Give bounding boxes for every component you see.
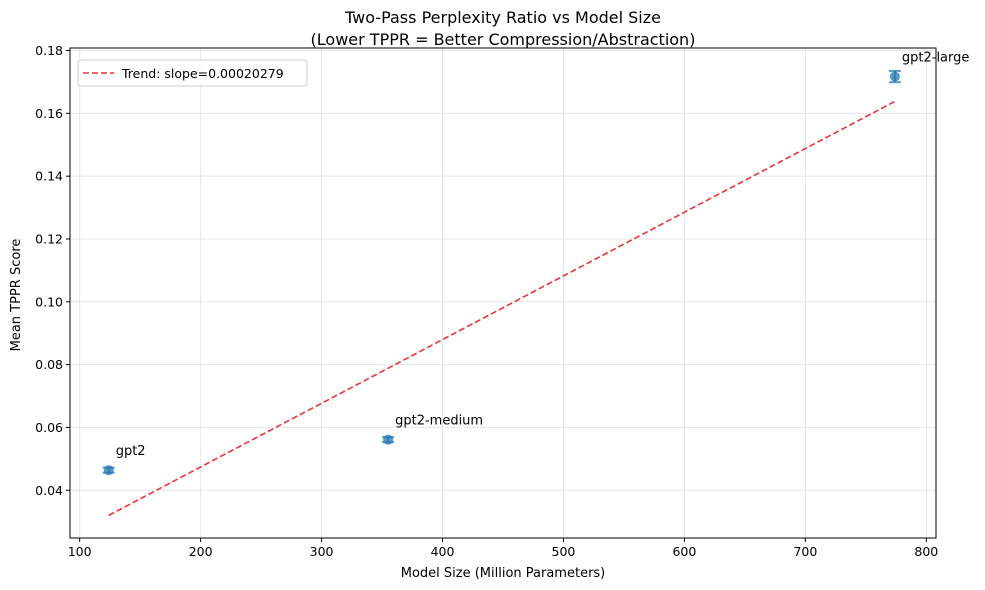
x-tick-label: 400 — [431, 544, 455, 559]
x-tick-label: 500 — [552, 544, 576, 559]
x-tick-label: 800 — [914, 544, 938, 559]
data-point — [889, 71, 900, 82]
plot-frame — [69, 47, 937, 539]
y-axis-label: Mean TPPR Score — [9, 239, 24, 352]
data-points — [102, 69, 901, 476]
trend-line — [108, 100, 896, 517]
point-label: gpt2 — [116, 444, 146, 459]
y-tick-label: 0.08 — [35, 357, 63, 372]
y-tick-label: 0.16 — [35, 106, 63, 121]
legend-trend-label: Trend: slope=0.00020279 — [121, 66, 284, 81]
point-label: gpt2-medium — [395, 414, 483, 429]
x-tick-label: 100 — [68, 544, 92, 559]
legend-box — [77, 59, 308, 87]
trend-layer — [108, 100, 896, 517]
y-tick-label: 0.04 — [35, 483, 63, 498]
data-point — [383, 434, 394, 445]
chart-title: Two-Pass Perplexity Ratio vs Model Size — [344, 8, 661, 27]
x-tick-label: 300 — [310, 544, 334, 559]
y-tick-label: 0.06 — [35, 420, 63, 435]
legend: Trend: slope=0.00020279 — [77, 59, 308, 87]
y-tick-label: 0.18 — [35, 43, 63, 58]
x-tick-label: 700 — [793, 544, 817, 559]
data-point — [103, 465, 114, 476]
y-tick-label: 0.10 — [35, 294, 63, 309]
grid-lines — [70, 48, 936, 538]
y-tick-label: 0.14 — [35, 169, 63, 184]
x-tick-label: 200 — [189, 544, 213, 559]
x-tick-label: 600 — [672, 544, 696, 559]
x-axis-label: Model Size (Million Parameters) — [401, 566, 606, 581]
chart-subtitle: (Lower TPPR = Better Compression/Abstrac… — [311, 30, 696, 49]
axis-ticks: 100 200 300 400 500 600 700 800 0.04 0.06 0.08 0.10… — [35, 43, 938, 559]
y-tick-label: 0.12 — [35, 231, 63, 246]
